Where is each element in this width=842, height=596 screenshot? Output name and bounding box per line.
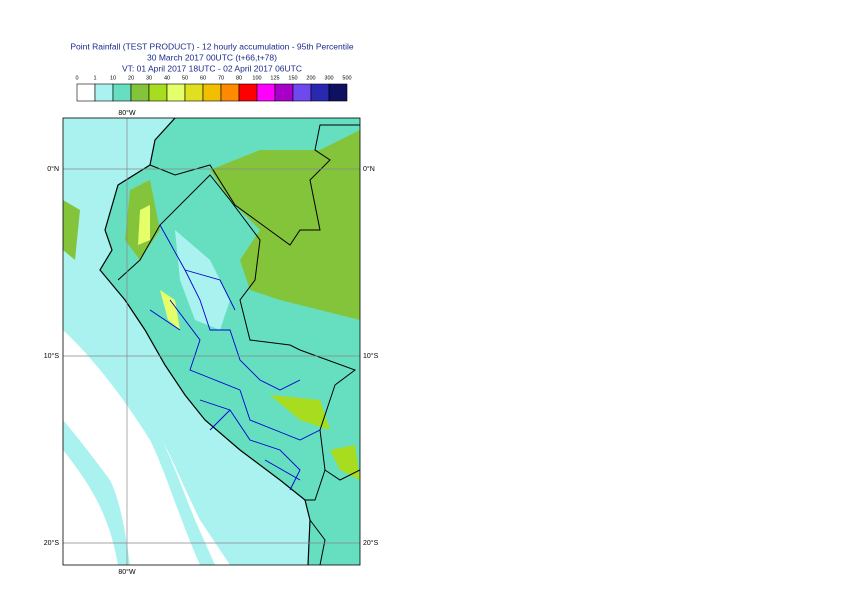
colorbar-swatch (328, 83, 348, 102)
colorbar-swatch (166, 83, 186, 102)
colorbar-label: 500 (342, 75, 351, 81)
colorbar-swatch (256, 83, 276, 102)
colorbar-swatch (76, 83, 96, 102)
colorbar-label: 200 (306, 75, 315, 81)
lon-label: 80°W (118, 109, 136, 117)
colorbar-label: 125 (270, 75, 279, 81)
colorbar-label: 50 (182, 75, 188, 81)
map-frame (62, 117, 361, 566)
colorbar-label: 60 (200, 75, 206, 81)
colorbar-label: 10 (110, 75, 116, 81)
colorbar-label: 0 (75, 75, 78, 81)
lat-label: 20°S (363, 539, 379, 547)
colorbar-swatch (94, 83, 114, 102)
colorbar-label: 70 (218, 75, 224, 81)
colorbar-swatch (184, 83, 204, 102)
lat-label: 10°S (44, 352, 60, 360)
colorbar-swatch (112, 83, 132, 102)
colorbar-swatch (274, 83, 294, 102)
lat-label: 0°N (47, 165, 59, 173)
lat-label: 0°N (363, 165, 375, 173)
lon-label: 80°W (118, 568, 136, 576)
colorbar-swatch (202, 83, 222, 102)
colorbar-label: 1 (93, 75, 96, 81)
colorbar-swatch (130, 83, 150, 102)
run-time: 30 March 2017 00UTC (t+66,t+78) (147, 52, 277, 62)
colorbar-swatch (292, 83, 312, 102)
colorbar-swatch (220, 83, 240, 102)
title: Point Rainfall (TEST PRODUCT) - 12 hourl… (70, 41, 354, 51)
colorbar-swatch (310, 83, 330, 102)
colorbar-label: 300 (324, 75, 333, 81)
colorbar: 0 1 10 20 30 40 50 60 70 80 100 125 150 200 300 500 (75, 75, 352, 102)
lat-label: 20°S (44, 539, 60, 547)
colorbar-label: 150 (288, 75, 297, 81)
colorbar-label: 30 (146, 75, 152, 81)
map (63, 118, 360, 565)
colorbar-label: 100 (252, 75, 261, 81)
valid-time: VT: 01 April 2017 18UTC - 02 April 2017 … (122, 63, 302, 73)
colorbar-label: 80 (236, 75, 242, 81)
lat-label: 10°S (363, 352, 379, 360)
colorbar-label: 20 (128, 75, 134, 81)
colorbar-swatch (238, 83, 258, 102)
colorbar-label: 40 (164, 75, 170, 81)
colorbar-swatch (148, 83, 168, 102)
